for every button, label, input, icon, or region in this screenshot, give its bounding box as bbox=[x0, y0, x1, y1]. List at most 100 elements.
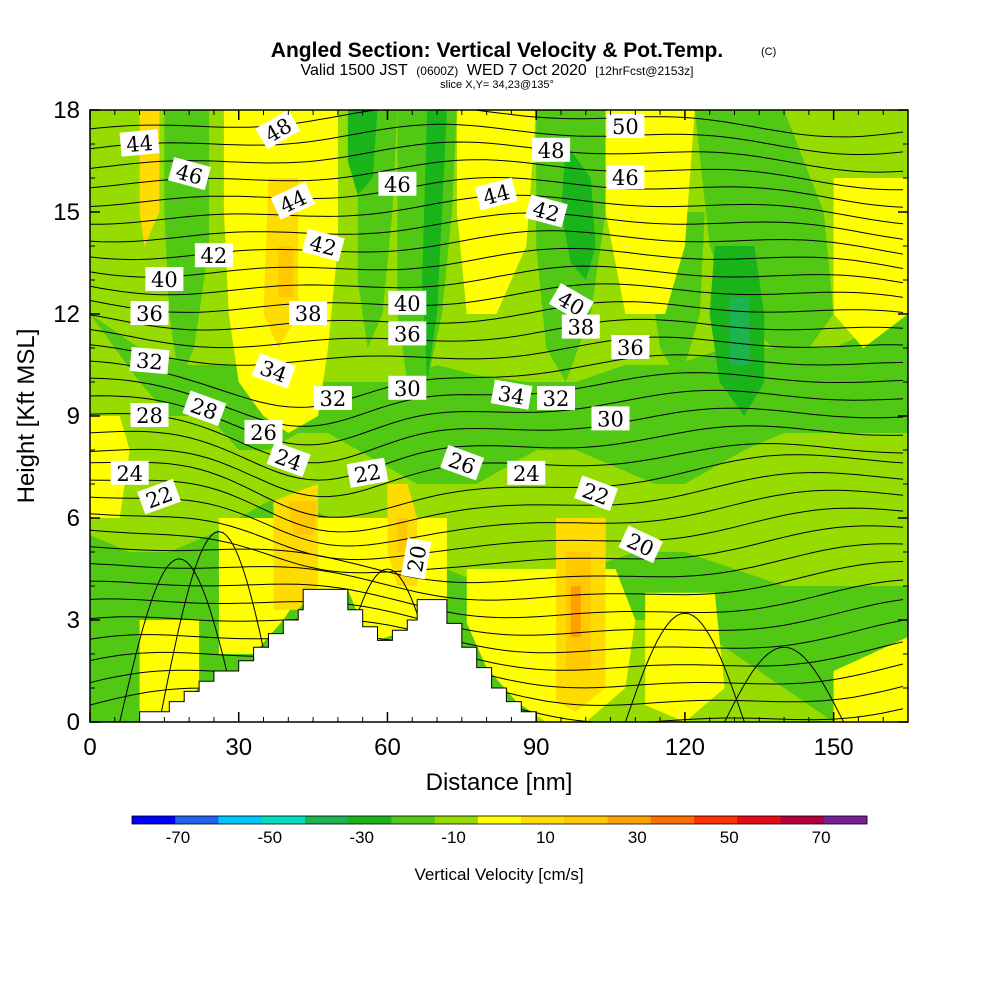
isentrope-line bbox=[90, 471, 904, 533]
contour-label: 32 bbox=[313, 386, 352, 411]
isentrope-line bbox=[90, 543, 904, 584]
contour-label-text: 32 bbox=[543, 387, 570, 411]
isentrope-line bbox=[90, 265, 904, 296]
contour-label-box bbox=[378, 171, 417, 196]
contour-label-text: 34 bbox=[496, 381, 526, 409]
contour-label-box bbox=[574, 475, 619, 512]
colorbar-swatch bbox=[607, 816, 652, 824]
contour-label: 30 bbox=[388, 375, 427, 401]
contour-label-text: 44 bbox=[125, 131, 154, 157]
colorbar-swatch bbox=[521, 816, 565, 824]
colorbar-swatch bbox=[737, 816, 781, 824]
contour-label: 44 bbox=[119, 129, 160, 157]
contour-label: 42 bbox=[524, 194, 568, 228]
velocity-region bbox=[90, 416, 130, 518]
contour-label: 50 bbox=[606, 114, 645, 139]
isentrope-line bbox=[90, 616, 904, 654]
isentrope-line bbox=[90, 634, 904, 671]
colorbar-swatch bbox=[175, 816, 219, 824]
isentrope-line bbox=[90, 110, 904, 138]
x-tick-label: 150 bbox=[814, 734, 854, 761]
contour-label: 40 bbox=[388, 290, 427, 316]
contour-label: 40 bbox=[145, 267, 184, 292]
contour-label-text: 36 bbox=[394, 322, 421, 346]
terrain-profile bbox=[90, 588, 537, 722]
slice-info: slice X,Y= 34,23@135° bbox=[440, 79, 554, 91]
contour-label-box bbox=[145, 267, 184, 291]
velocity-region bbox=[278, 246, 294, 297]
contour-label-box bbox=[532, 137, 571, 162]
y-tick-label: 18 bbox=[53, 97, 80, 124]
isentrope-line bbox=[90, 212, 904, 243]
contour-label-text: 30 bbox=[597, 407, 624, 431]
contour-label-text: 38 bbox=[295, 302, 322, 326]
contour-label-box bbox=[440, 444, 485, 481]
contour-label: 26 bbox=[244, 420, 283, 445]
contour-label-box bbox=[618, 525, 664, 564]
contour-label-text: 28 bbox=[136, 404, 163, 428]
contour-label: 46 bbox=[378, 171, 417, 197]
contour-label-box bbox=[507, 460, 546, 485]
isentrope-line bbox=[624, 612, 745, 722]
colorbar-swatch bbox=[434, 816, 479, 824]
isentrope-line bbox=[90, 651, 904, 689]
contour-label: 46 bbox=[168, 157, 211, 191]
isentrope-line bbox=[90, 159, 904, 191]
colorbar-tick-label: -70 bbox=[166, 828, 191, 847]
contour-label: 32 bbox=[537, 386, 575, 411]
contour-label-box bbox=[168, 157, 211, 191]
contour-label-text: 42 bbox=[201, 244, 228, 268]
copyright-mark: (C) bbox=[761, 46, 776, 58]
contour-label-box bbox=[110, 460, 149, 485]
x-tick-label: 60 bbox=[374, 734, 401, 761]
contour-label-text: 36 bbox=[617, 336, 644, 360]
contour-label: 46 bbox=[606, 165, 645, 190]
colorbar-frame bbox=[131, 815, 868, 825]
isentrope-line bbox=[90, 247, 904, 278]
colorbar-swatch bbox=[132, 816, 176, 824]
contour-label-text: 38 bbox=[567, 316, 594, 340]
contour-label-text: 30 bbox=[394, 377, 421, 401]
contour-label-box bbox=[524, 194, 568, 228]
contour-label: 32 bbox=[129, 346, 170, 375]
contour-label-box bbox=[244, 420, 283, 444]
contour-label-box bbox=[591, 406, 630, 431]
contour-label-box bbox=[606, 114, 645, 138]
contour-label-box bbox=[548, 283, 594, 323]
contour-label-box bbox=[537, 386, 575, 410]
velocity-region bbox=[645, 592, 725, 722]
contour-label-box bbox=[401, 537, 432, 580]
terrain bbox=[90, 588, 537, 722]
velocity-region bbox=[397, 518, 408, 552]
colorbar-label: Vertical Velocity [cm/s] bbox=[414, 865, 583, 884]
velocity-region bbox=[605, 110, 695, 314]
colorbar-tick-label: -10 bbox=[441, 828, 466, 847]
x-tick-label: 30 bbox=[225, 734, 252, 761]
contour-label-text: 48 bbox=[538, 139, 565, 163]
isentrope-line bbox=[724, 646, 845, 722]
contour-label-box bbox=[346, 457, 389, 488]
colorbar-tick-label: 70 bbox=[812, 828, 831, 847]
contour-label: 34 bbox=[490, 379, 533, 410]
contour-label: 36 bbox=[611, 335, 650, 360]
colorbar-tick-label: -50 bbox=[258, 828, 283, 847]
velocity-region bbox=[561, 144, 596, 280]
y-tick-label: 3 bbox=[67, 607, 80, 634]
colorbar-swatch bbox=[391, 816, 435, 824]
y-tick-label: 9 bbox=[67, 403, 80, 430]
contour-label-box bbox=[182, 390, 227, 427]
contour-label-box bbox=[606, 165, 645, 189]
contour-label-box bbox=[561, 314, 600, 339]
isentrope-line bbox=[90, 579, 904, 619]
x-tick-label: 90 bbox=[523, 734, 550, 761]
x-tick-label: 0 bbox=[83, 734, 96, 761]
contour-label: 42 bbox=[194, 243, 233, 268]
contour-label: 36 bbox=[130, 301, 169, 326]
velocity-region bbox=[729, 297, 750, 365]
colorbar-tick-label: -30 bbox=[349, 828, 374, 847]
contour-label-text: 32 bbox=[135, 348, 164, 374]
isentrope-line bbox=[90, 123, 904, 155]
colorbar-swatch bbox=[650, 816, 695, 824]
isentrope-line bbox=[90, 407, 904, 464]
